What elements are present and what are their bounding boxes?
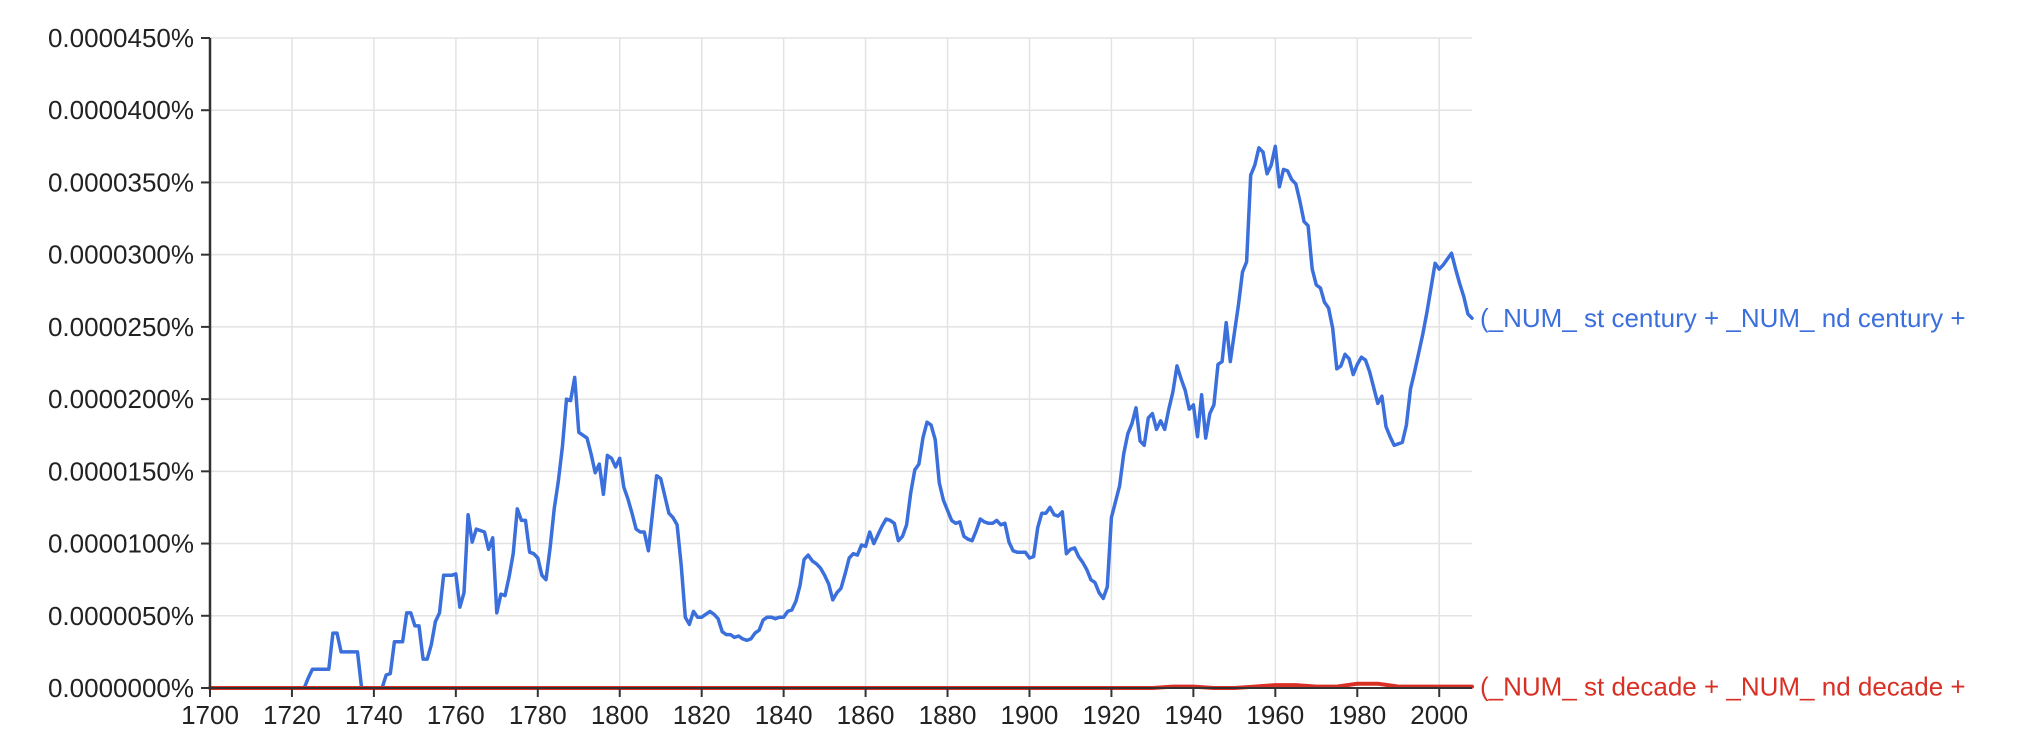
y-tick-label: 0.0000400%: [48, 95, 194, 125]
x-axis-tick-labels: 1700 1720 1740 1760 1780 1800 1820 1840 1860 1880…: [181, 700, 1468, 730]
series-line-2: [208, 681, 1474, 690]
x-tick-label: 1720: [263, 700, 321, 730]
y-tick-label: 0.0000150%: [48, 456, 194, 486]
y-tick-label: 0.0000100%: [48, 529, 194, 559]
x-tick-label: 1840: [755, 700, 813, 730]
x-tick-label: 1960: [1246, 700, 1304, 730]
y-tick-label: 0.0000200%: [48, 384, 194, 414]
x-tick-label: 1900: [1001, 700, 1059, 730]
series-line-1: [208, 144, 1474, 690]
series-labels: (_NUM_ st century + _NUM_ nd century + (_…: [1480, 303, 1966, 701]
x-tick-label: 1700: [181, 700, 239, 730]
x-tick-label: 1860: [837, 700, 895, 730]
y-tick-label: 0.0000000%: [48, 673, 194, 703]
y-tick-label: 0.0000350%: [48, 167, 194, 197]
y-axis-tick-labels: 0.0000000% 0.0000050% 0.0000100% 0.0000150%…: [48, 23, 194, 703]
y-tick-label: 0.0000250%: [48, 312, 194, 342]
y-tick-label: 0.0000450%: [48, 23, 194, 53]
x-tick-label: 1780: [509, 700, 567, 730]
x-tick-label: 1940: [1164, 700, 1222, 730]
x-tick-label: 2000: [1410, 700, 1468, 730]
x-tick-label: 1800: [591, 700, 649, 730]
series-label-2[interactable]: (_NUM_ st decade + _NUM_ nd decade +: [1480, 672, 1966, 702]
x-tick-label: 1880: [919, 700, 977, 730]
series-label-1[interactable]: (_NUM_ st century + _NUM_ nd century +: [1480, 303, 1966, 333]
x-tick-label: 1920: [1083, 700, 1141, 730]
y-tick-label: 0.0000050%: [48, 601, 194, 631]
series-lines: [208, 144, 1474, 690]
x-tick-label: 1820: [673, 700, 731, 730]
y-tick-label: 0.0000300%: [48, 240, 194, 270]
x-tick-label: 1980: [1328, 700, 1386, 730]
x-tick-label: 1760: [427, 700, 485, 730]
axes: [201, 37, 1472, 697]
grid-lines: [209, 37, 1472, 689]
x-tick-label: 1740: [345, 700, 403, 730]
